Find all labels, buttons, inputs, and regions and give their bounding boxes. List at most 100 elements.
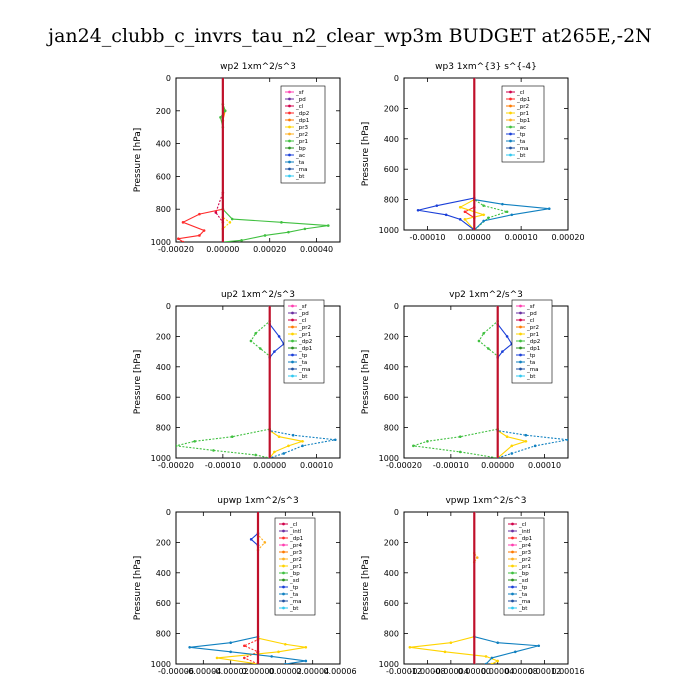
legend-label: _pr1	[298, 332, 311, 338]
x-tick-label: 0.00000	[206, 245, 239, 254]
y-tick-label: 400	[384, 363, 399, 372]
x-tick-label: -0.00006	[158, 667, 194, 676]
legend-label: _ta	[516, 139, 525, 145]
x-tick-label: 0.00000	[241, 667, 274, 676]
series-point	[458, 435, 462, 439]
series-point	[259, 347, 262, 350]
y-tick-label: 800	[384, 196, 399, 205]
y-tick-label: 0	[166, 508, 171, 517]
legend-marker	[288, 97, 291, 101]
y-tick-label: 600	[384, 599, 399, 608]
series-line-dp2	[176, 78, 224, 242]
legend-label: _ac	[295, 153, 305, 159]
x-tick-label: -0.00020	[386, 461, 422, 470]
series-point	[188, 645, 191, 649]
legend-label: _pr2	[289, 557, 302, 563]
series-point	[513, 650, 517, 654]
series-point	[263, 541, 267, 544]
y-tick-label: 200	[156, 107, 171, 116]
series-line-dp2	[413, 306, 499, 458]
y-tick-label: 1000	[151, 238, 171, 247]
x-tick-label: 0.00000	[458, 667, 491, 676]
series-point	[303, 227, 307, 231]
series-point	[533, 444, 537, 448]
y-tick-label: 800	[156, 630, 171, 639]
x-tick-label: 0.00010	[505, 233, 538, 242]
legend-marker	[519, 325, 522, 329]
y-tick-label: 600	[384, 165, 399, 174]
legend-label: _pr1	[289, 564, 302, 570]
series-point	[510, 213, 514, 217]
legend-label: _pr4	[289, 543, 303, 549]
x-tick-label: 0.00020	[551, 233, 584, 242]
series-point	[510, 452, 514, 455]
series-group	[412, 306, 568, 458]
x-tick-label: 0.00040	[300, 245, 333, 254]
series-point	[284, 642, 287, 646]
legend-label: _cl	[518, 522, 527, 528]
series-point	[334, 438, 337, 442]
series-point	[443, 650, 447, 654]
y-axis-title: Pressure [hPa]	[361, 122, 371, 187]
series-point	[547, 207, 551, 211]
legend-marker	[519, 353, 522, 357]
series-group	[176, 78, 330, 242]
y-axis-title: Pressure [hPa]	[361, 556, 371, 621]
y-tick-label: 1000	[151, 454, 171, 463]
x-tick-label: 0.00004	[296, 667, 329, 676]
legend-label: _pr2	[295, 132, 308, 138]
series-point	[287, 444, 290, 448]
series-point	[484, 655, 488, 658]
plot-frame	[403, 77, 569, 231]
legend-label: _pr4	[518, 543, 532, 549]
legend-label: _ma	[526, 367, 538, 373]
panel-title: vp2 1xm^2/s^3	[449, 290, 523, 300]
series-point	[501, 202, 504, 206]
panel-title: vpwp 1xm^2/s^3	[445, 496, 526, 506]
legend-marker	[282, 522, 285, 526]
series-point	[505, 210, 509, 214]
x-tick-label: -0.00004	[185, 667, 221, 676]
y-tick-label: 600	[384, 393, 399, 402]
legend-marker	[291, 374, 294, 378]
legend-label: _bt	[526, 374, 536, 380]
legend-marker	[511, 578, 514, 582]
legend-label: _dp2	[298, 339, 312, 345]
series-point	[249, 538, 253, 541]
series-point	[510, 444, 514, 448]
x-tick-label: -0.00010	[409, 233, 445, 242]
series-point	[277, 650, 280, 654]
series-point	[176, 444, 178, 448]
legend-label: _bp1	[516, 118, 530, 124]
legend-label: _pd	[295, 97, 306, 103]
series-point	[202, 229, 206, 232]
y-tick-label: 1000	[379, 454, 399, 463]
series-point	[482, 204, 485, 207]
series-point	[449, 641, 453, 645]
y-tick-label: 400	[156, 363, 171, 372]
legend-label: _cl	[298, 318, 307, 324]
x-tick-label: -0.00002	[213, 667, 249, 676]
series-line-pr1	[219, 78, 329, 242]
series-point	[273, 350, 276, 353]
series-point	[181, 221, 185, 224]
series-point	[243, 656, 246, 660]
panel-title: wp2 1xm^2/s^3	[220, 62, 296, 72]
series-line-dp2	[176, 306, 271, 458]
legend-marker	[511, 522, 514, 526]
series-point	[524, 433, 528, 437]
legend-marker	[511, 571, 514, 575]
legend-label: _dp1	[289, 536, 303, 542]
legend-label: _dp2	[295, 111, 309, 117]
y-axis-title: Pressure [hPa]	[133, 128, 143, 193]
series-point	[219, 116, 222, 119]
legend-marker	[511, 564, 514, 568]
y-tick-label: 400	[156, 140, 171, 149]
series-point	[426, 439, 429, 443]
legend-label: _dp1	[518, 536, 532, 542]
legend-marker	[291, 367, 294, 371]
legend-marker	[509, 97, 512, 101]
series-point	[177, 237, 180, 241]
legend-marker	[511, 557, 514, 561]
series-line-dp1	[463, 78, 475, 230]
